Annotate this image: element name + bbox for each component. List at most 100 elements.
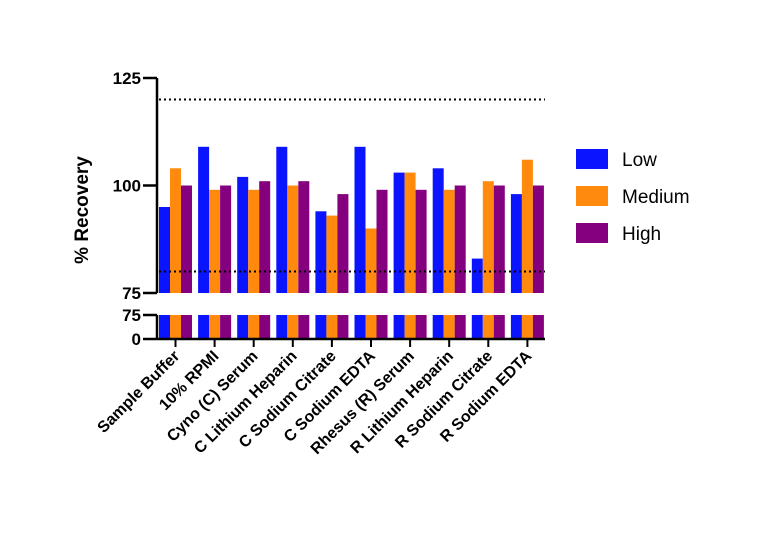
bar-r-lithium-heparin-low [432, 168, 444, 339]
y-tick-label-lower-0: 0 [132, 330, 141, 349]
bar-upper-segment [209, 189, 221, 293]
bar-upper-segment [220, 185, 232, 293]
bar-lower-segment [181, 315, 192, 339]
bar-cyno-c-serum-low [237, 176, 249, 339]
bar-r-sodium-edta-high [532, 185, 544, 339]
bar-10-rpmi-medium [209, 189, 221, 339]
bars-layer [159, 146, 544, 339]
bar-upper-segment [393, 172, 405, 293]
legend-item-high: High [576, 223, 661, 245]
bar-upper-segment [471, 258, 483, 293]
y-tick-label-lower-75: 75 [122, 306, 141, 325]
bar-upper-segment [337, 194, 349, 293]
bar-lower-segment [209, 315, 221, 339]
bar-lower-segment [248, 315, 260, 339]
bar-upper-segment [248, 189, 260, 293]
bar-rhesus-r-serum-medium [404, 172, 416, 339]
bar-c-lithium-heparin-medium [287, 185, 299, 339]
bar-lower-segment [276, 315, 288, 339]
legend-swatch [576, 223, 608, 243]
legend-item-low: Low [576, 149, 657, 171]
bar-c-lithium-heparin-low [276, 146, 288, 339]
bar-upper-segment [298, 181, 310, 293]
bar-cyno-c-serum-high [259, 181, 271, 339]
bar-lower-segment [454, 315, 466, 339]
bar-c-sodium-edta-medium [365, 228, 377, 339]
bar-upper-segment [354, 146, 366, 293]
y-tick-label-upper-125: 125 [113, 69, 141, 88]
legend-swatch [576, 149, 608, 169]
bar-upper-segment [287, 185, 299, 293]
bar-r-sodium-citrate-high [493, 185, 505, 339]
bar-lower-segment [259, 315, 271, 339]
bar-upper-segment [276, 146, 288, 293]
bar-lower-segment [376, 315, 388, 339]
bar-lower-segment [532, 315, 544, 339]
bar-sample-buffer-medium [170, 168, 181, 339]
bar-c-sodium-citrate-medium [326, 215, 338, 339]
bar-rhesus-r-serum-low [393, 172, 405, 339]
bar-upper-segment [454, 185, 466, 293]
bar-c-lithium-heparin-high [298, 181, 310, 339]
y-tick-label-upper-100: 100 [113, 177, 141, 196]
bar-upper-segment [326, 215, 338, 293]
bar-upper-segment [532, 185, 544, 293]
bar-upper-segment [159, 207, 170, 293]
reference-lines [159, 98, 545, 273]
bar-lower-segment [415, 315, 427, 339]
bar-upper-segment [376, 189, 388, 293]
bar-c-sodium-citrate-low [315, 211, 327, 339]
bar-r-lithium-heparin-medium [443, 189, 455, 339]
bar-cyno-c-serum-medium [248, 189, 260, 339]
bar-r-sodium-edta-medium [521, 159, 533, 339]
bar-lower-segment [393, 315, 405, 339]
bar-upper-segment [198, 146, 210, 293]
bar-lower-segment [432, 315, 444, 339]
bar-upper-segment [181, 185, 192, 293]
bar-lower-segment [404, 315, 416, 339]
y-axis: 75 100 125 0 75 [113, 69, 545, 349]
bar-lower-segment [287, 315, 299, 339]
bar-lower-segment [443, 315, 455, 339]
bar-lower-segment [237, 315, 249, 339]
bar-sample-buffer-high [181, 185, 192, 339]
y-axis-label: % Recovery [72, 156, 93, 264]
bar-upper-segment [170, 168, 181, 293]
bar-lower-segment [298, 315, 310, 339]
bar-upper-segment [365, 228, 377, 293]
bar-c-sodium-citrate-high [337, 194, 349, 339]
bar-lower-segment [198, 315, 210, 339]
bar-r-sodium-edta-low [510, 194, 522, 339]
legend-label: Low [622, 150, 657, 171]
bar-lower-segment [510, 315, 522, 339]
bar-r-sodium-citrate-medium [482, 181, 494, 339]
bar-10-rpmi-low [198, 146, 210, 339]
legend-label: High [622, 224, 661, 245]
legend-label: Medium [622, 187, 690, 208]
bar-c-sodium-edta-high [376, 189, 388, 339]
bar-rhesus-r-serum-high [415, 189, 427, 339]
bar-r-lithium-heparin-high [454, 185, 466, 339]
bar-lower-segment [220, 315, 232, 339]
bar-lower-segment [159, 315, 170, 339]
bar-lower-segment [482, 315, 494, 339]
bar-upper-segment [510, 194, 522, 293]
bar-r-sodium-citrate-low [471, 258, 483, 339]
bar-upper-segment [315, 211, 327, 293]
legend: Low Medium High [576, 149, 690, 245]
bar-upper-segment [432, 168, 444, 293]
bar-upper-segment [404, 172, 416, 293]
bar-lower-segment [354, 315, 366, 339]
bar-upper-segment [415, 189, 427, 293]
legend-swatch [576, 186, 608, 206]
bar-upper-segment [521, 159, 533, 293]
bar-upper-segment [259, 181, 271, 293]
bar-lower-segment [471, 315, 483, 339]
bar-lower-segment [326, 315, 338, 339]
bar-lower-segment [365, 315, 377, 339]
bar-upper-segment [237, 176, 249, 293]
bar-upper-segment [482, 181, 494, 293]
legend-item-medium: Medium [576, 186, 690, 208]
